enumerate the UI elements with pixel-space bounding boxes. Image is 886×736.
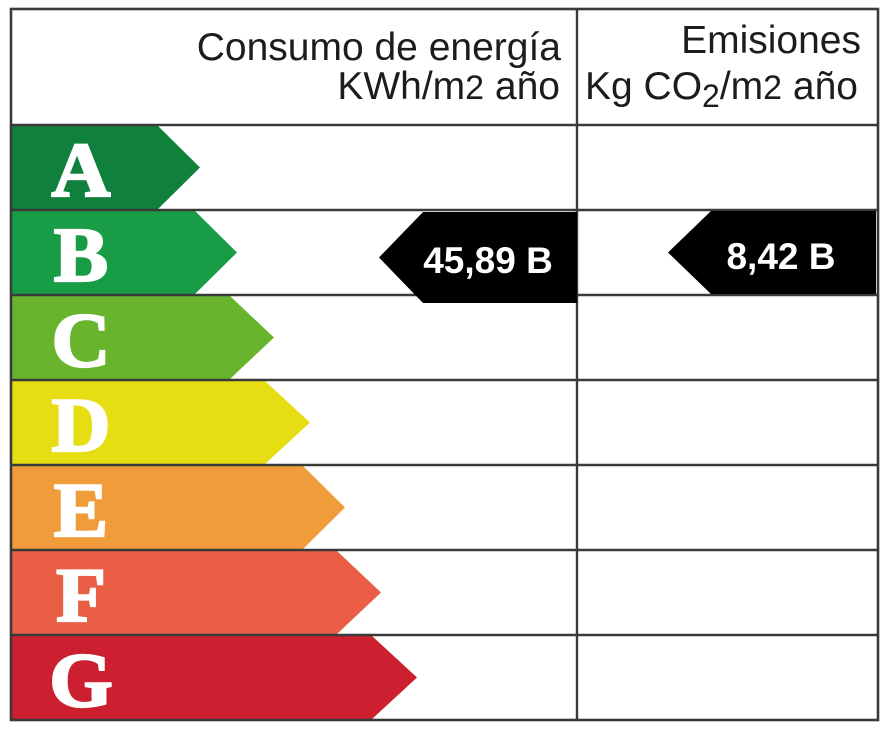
svg-text:Emisiones: Emisiones [681,19,861,62]
svg-text:G: G [49,638,112,723]
svg-text:E: E [54,468,108,553]
svg-text:Consumo de energía: Consumo de energía [197,26,562,69]
svg-text:D: D [52,383,111,468]
svg-text:8,42 B: 8,42 B [726,236,835,277]
svg-text:KWh/m2 año: KWh/m2 año [337,65,560,108]
svg-text:Kg CO2/m2 año: Kg CO2/m2 año [585,65,858,114]
svg-text:A: A [52,128,111,213]
svg-text:B: B [54,213,108,298]
svg-text:F: F [56,553,106,638]
svg-text:C: C [52,298,111,383]
svg-text:45,89 B: 45,89 B [423,240,553,281]
